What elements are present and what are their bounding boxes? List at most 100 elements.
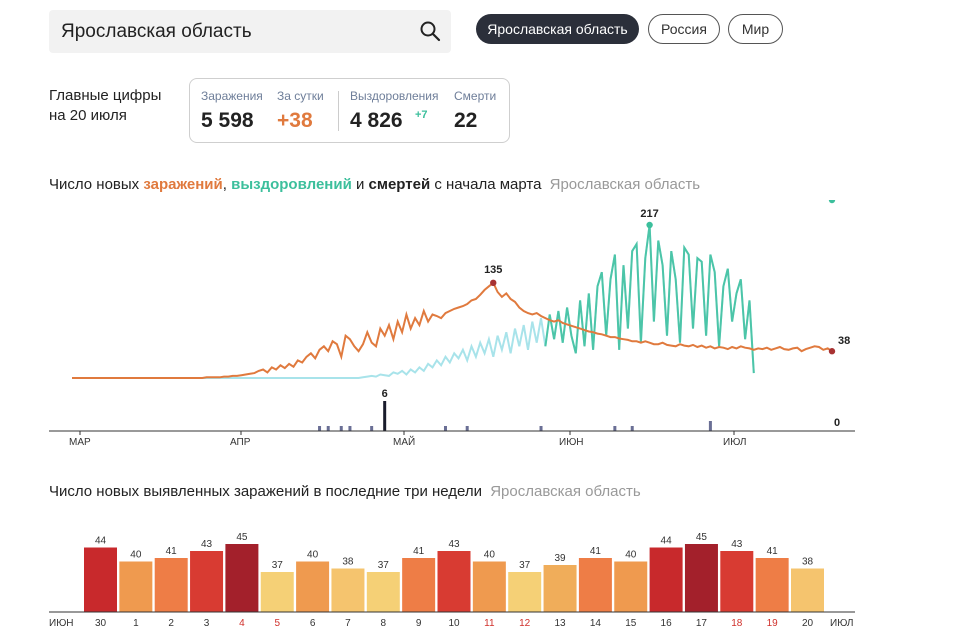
death-bar [443, 426, 447, 431]
bar [720, 551, 754, 612]
daily-label: За сутки [277, 89, 324, 103]
bar-value-label: 41 [413, 546, 425, 557]
bar [649, 547, 683, 612]
tab-world[interactable]: Мир [728, 14, 783, 44]
chart1-title-sep: , [222, 176, 232, 193]
chart1-title-infections: заражений [143, 176, 223, 193]
bar [154, 558, 188, 612]
daily-value: +38 [277, 109, 313, 132]
bar-value-label: 43 [201, 539, 213, 550]
chart1-title-part2: с начала марта [430, 176, 542, 193]
death-bar [326, 426, 330, 431]
bar [614, 561, 648, 612]
death-bar [339, 426, 343, 431]
bar-value-label: 41 [590, 546, 602, 557]
x-tick-label: 19 [767, 618, 779, 629]
x-tick-label: 17 [696, 618, 708, 629]
infections-peak-dot [490, 279, 497, 287]
death-bar [708, 421, 712, 431]
bar [296, 561, 330, 612]
bar [225, 544, 259, 612]
x-tick-label: 15 [625, 618, 637, 629]
x-tick-label: 9 [416, 618, 422, 629]
deaths-label: Смерти [454, 89, 497, 103]
x-tick-label: АПР [230, 437, 251, 448]
bar [402, 558, 436, 612]
recoveries-value: 4 826 [350, 109, 403, 132]
bar-value-label: 41 [166, 546, 178, 557]
infections-peak-label: 135 [484, 264, 502, 276]
chart1-title-part1: Число новых [49, 176, 144, 193]
bar [472, 561, 506, 612]
recoveries-delta: +7 [415, 109, 428, 121]
summary-title-line2: на 20 июля [49, 107, 127, 124]
x-tick-label: 1 [133, 618, 139, 629]
bar-value-label: 39 [554, 553, 566, 564]
bar-chart: 4430401412433454375406387378419431040113… [49, 532, 855, 629]
recoveries-last-label: 7 [834, 200, 840, 203]
x-tick-label: 12 [519, 618, 531, 629]
x-tick-label: ИЮН [559, 437, 584, 448]
x-tick-label: 13 [554, 618, 566, 629]
bar-value-label: 38 [802, 557, 814, 568]
bar-value-label: 43 [448, 539, 460, 550]
summary-title: Главные цифры на 20 июля [49, 86, 179, 126]
x-tick-label: ИЮЛ [723, 437, 746, 448]
bar-value-label: 40 [307, 550, 319, 561]
x-tick-label: 2 [168, 618, 174, 629]
stats-divider [338, 91, 339, 131]
chart1-title-recoveries: выздоровлений [231, 176, 352, 193]
bar [331, 568, 365, 612]
bar-value-label: 43 [731, 539, 743, 550]
chart1-title-region: Ярославская область [549, 176, 701, 193]
search-icon[interactable] [419, 20, 441, 42]
x-tick-label: 8 [381, 618, 387, 629]
chart2-title: Число новых выявленных заражений в после… [49, 483, 641, 500]
deaths-last-label: 0 [834, 417, 840, 429]
death-bar [630, 426, 634, 431]
x-tick-label: МАР [69, 437, 91, 448]
bar [543, 565, 577, 612]
bar-value-label: 45 [696, 532, 708, 543]
x-tick-label: 18 [731, 618, 743, 629]
recoveries-peak-label: 217 [640, 208, 658, 220]
bar-value-label: 40 [625, 550, 637, 561]
death-bar [465, 426, 469, 431]
month-start-label: ИЮН [49, 618, 74, 629]
recoveries-last-dot [828, 200, 836, 204]
death-bar [348, 426, 352, 431]
bar-value-label: 44 [95, 536, 107, 547]
chart2-title-main: Число новых выявленных заражений в после… [49, 483, 483, 500]
bar [508, 572, 542, 612]
chart1-title-and: и [351, 176, 369, 193]
bar-value-label: 37 [272, 560, 284, 571]
death-bar [318, 426, 322, 431]
bar-value-label: 44 [661, 536, 673, 547]
tab-russia[interactable]: Россия [648, 14, 720, 44]
bar-value-label: 45 [236, 532, 248, 543]
x-tick-label: МАЙ [393, 435, 415, 448]
chart1-title-deaths: смертей [368, 176, 431, 193]
death-bar [539, 426, 543, 431]
recoveries-peak-dot [646, 221, 653, 229]
x-tick-label: 14 [590, 618, 602, 629]
recoveries-label: Выздоровления [350, 89, 439, 103]
x-tick-label: 5 [274, 618, 280, 629]
bar [684, 544, 718, 612]
x-tick-label: 7 [345, 618, 351, 629]
infections-last-dot [828, 348, 836, 355]
x-tick-label: 30 [95, 618, 107, 629]
bar-value-label: 41 [767, 546, 779, 557]
bar-value-label: 37 [378, 560, 390, 571]
chart2-title-region: Ярославская область [490, 483, 641, 500]
bar-value-label: 40 [484, 550, 496, 561]
x-tick-label: 16 [661, 618, 673, 629]
search-input[interactable]: Ярославская область [49, 10, 451, 53]
x-tick-label: 4 [239, 618, 245, 629]
x-tick-label: 20 [802, 618, 814, 629]
bar [260, 572, 294, 612]
tab-yaroslavl-region[interactable]: Ярославская область [476, 14, 639, 44]
death-bar [383, 401, 387, 431]
month-end-label: ИЮЛ [830, 618, 853, 629]
deaths-peak-label: 6 [382, 388, 388, 400]
